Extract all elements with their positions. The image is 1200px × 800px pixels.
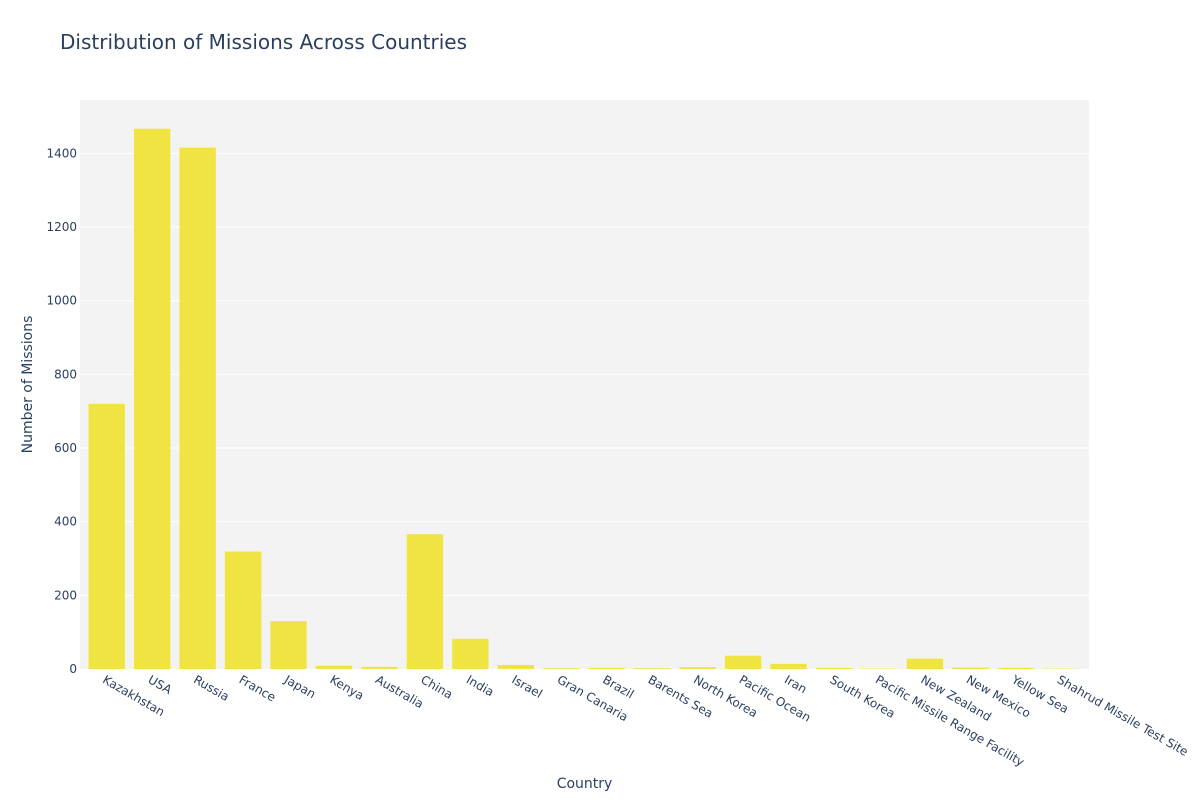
bar-japan[interactable] [270, 621, 307, 669]
bar-gran-canaria[interactable] [543, 668, 580, 669]
y-axis-title: Number of Missions [20, 316, 36, 454]
x-tick-label: Kenya [328, 672, 367, 702]
x-tick-label: Australia [373, 672, 426, 711]
bar-brazil[interactable] [588, 667, 625, 669]
y-tick-label: 1200 [46, 220, 77, 234]
bars [88, 128, 1080, 670]
y-tick-label: 600 [54, 441, 77, 455]
bar-yellow-sea[interactable] [997, 667, 1034, 669]
x-tick-label: Russia [191, 672, 231, 703]
bar-north-korea[interactable] [679, 667, 716, 669]
bar-iran[interactable] [770, 663, 807, 669]
x-tick-label: India [464, 672, 497, 699]
x-tick-label: Japan [281, 672, 318, 701]
y-tick-label: 400 [54, 515, 77, 529]
bar-kenya[interactable] [315, 665, 353, 669]
bar-new-mexico[interactable] [952, 667, 989, 669]
chart-title: Distribution of Missions Across Countrie… [60, 30, 468, 54]
bar-new-zealand[interactable] [906, 658, 944, 669]
y-axis-ticks: 0 200 400 600 800 1000 1200 1400 [46, 146, 77, 676]
y-tick-label: 0 [69, 662, 77, 676]
bar-kazakhstan[interactable] [88, 403, 125, 669]
bar-russia[interactable] [179, 147, 216, 670]
x-tick-label: France [237, 672, 279, 704]
x-tick-label: Israel [509, 672, 544, 701]
bar-israel[interactable] [497, 664, 534, 669]
bar-pacific-ocean[interactable] [724, 655, 762, 669]
bar-india[interactable] [452, 638, 489, 669]
bar-france[interactable] [224, 551, 262, 669]
y-tick-label: 800 [54, 367, 77, 381]
x-tick-label: USA [146, 672, 175, 697]
y-tick-label: 200 [54, 588, 77, 602]
x-tick-label: Shahrud Missile Test Site [1055, 672, 1191, 758]
y-tick-label: 1000 [46, 294, 77, 308]
y-tick-label: 1400 [46, 146, 77, 160]
bar-south-korea[interactable] [815, 667, 853, 669]
x-axis-title: Country [557, 776, 613, 792]
bar-china[interactable] [406, 534, 444, 669]
bar-australia[interactable] [361, 666, 398, 669]
bar-usa[interactable] [134, 128, 171, 670]
x-tick-label: Iran [782, 672, 809, 696]
bar-barents-sea[interactable] [634, 668, 671, 669]
